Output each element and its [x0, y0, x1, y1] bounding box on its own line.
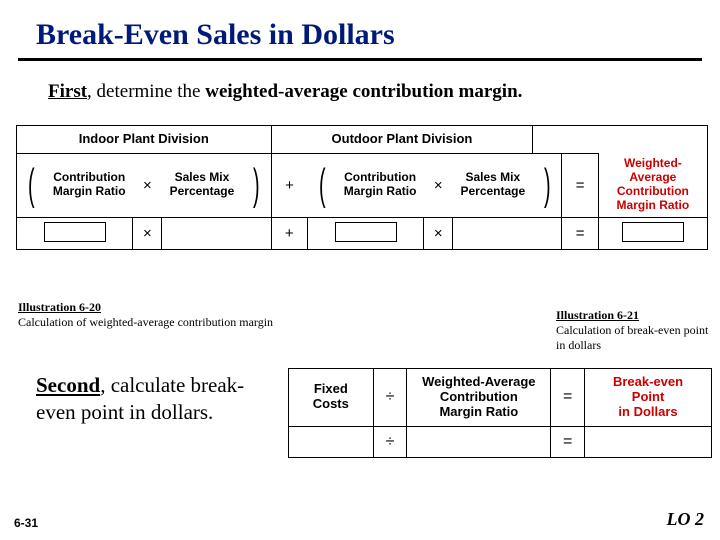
- breakeven-result-label: Break-evenPointin Dollars: [585, 369, 712, 427]
- divide-blank: ÷: [373, 426, 407, 457]
- caption-right-text: Calculation of break-even point in dolla…: [556, 323, 708, 352]
- fixed-costs-label: FixedCosts: [289, 369, 374, 427]
- cmr-2: ContributionMargin Ratio: [336, 153, 423, 217]
- plus-blank: +: [271, 217, 307, 250]
- smp-1: Sales MixPercentage: [162, 153, 242, 217]
- blank-fixed: [289, 426, 374, 457]
- slide-title: Break-Even Sales in Dollars: [0, 0, 720, 58]
- second-instruction: Second, calculate break-even point in do…: [36, 372, 266, 426]
- wacm-label: Weighted-AverageContributionMargin Ratio: [598, 153, 707, 217]
- caption-left-title: Illustration 6-20: [18, 300, 101, 314]
- times-blank-2: ×: [424, 217, 453, 250]
- paren-open-icon: (: [28, 163, 35, 207]
- paren-close-icon: ): [253, 163, 260, 207]
- eq-op: =: [562, 153, 598, 217]
- intro-bold: weighted-average contribution margin.: [205, 81, 522, 102]
- caption-right-title: Illustration 6-21: [556, 308, 639, 322]
- intro-mid: , determine the: [87, 81, 205, 102]
- times-blank-1: ×: [133, 217, 162, 250]
- second-first-word: Second: [36, 373, 100, 397]
- header-blank: [533, 126, 598, 154]
- eq-blank: =: [562, 217, 598, 250]
- plus-op: +: [271, 153, 307, 217]
- blank-wacm: [407, 426, 551, 457]
- cmr-1: ContributionMargin Ratio: [46, 153, 133, 217]
- learning-objective: LO 2: [667, 509, 705, 530]
- blank-breakeven: [585, 426, 712, 457]
- formula-2-container: FixedCosts ÷ Weighted-AverageContributio…: [288, 368, 712, 458]
- header-outdoor: Outdoor Plant Division: [271, 126, 533, 154]
- smp-2: Sales MixPercentage: [453, 153, 533, 217]
- blank-cmr2: [307, 217, 423, 250]
- intro-first-word: First: [48, 81, 87, 102]
- page-number: 6-31: [14, 516, 38, 530]
- blank-smp1: [162, 217, 271, 250]
- caption-left: Illustration 6-20 Calculation of weighte…: [18, 300, 298, 330]
- divide-op: ÷: [373, 369, 407, 427]
- blank-smp2: [453, 217, 562, 250]
- paren-open-2-icon: (: [319, 163, 326, 207]
- eq-op-2: =: [551, 369, 585, 427]
- times-op-1: ×: [133, 153, 162, 217]
- caption-left-text: Calculation of weighted-average contribu…: [18, 315, 273, 329]
- header-indoor: Indoor Plant Division: [17, 126, 272, 154]
- intro-line: First, determine the weighted-average co…: [0, 61, 720, 103]
- blank-result: [598, 217, 707, 250]
- wacm-ratio-label: Weighted-AverageContributionMargin Ratio: [407, 369, 551, 427]
- caption-right: Illustration 6-21 Calculation of break-e…: [556, 308, 716, 353]
- times-op-2: ×: [424, 153, 453, 217]
- paren-close-2-icon: ): [544, 163, 551, 207]
- weighted-avg-formula-table: Indoor Plant Division Outdoor Plant Divi…: [16, 125, 708, 250]
- eq-blank-2: =: [551, 426, 585, 457]
- formula-1-container: Indoor Plant Division Outdoor Plant Divi…: [16, 125, 708, 250]
- blank-cmr1: [17, 217, 133, 250]
- breakeven-formula-table: FixedCosts ÷ Weighted-AverageContributio…: [288, 368, 712, 458]
